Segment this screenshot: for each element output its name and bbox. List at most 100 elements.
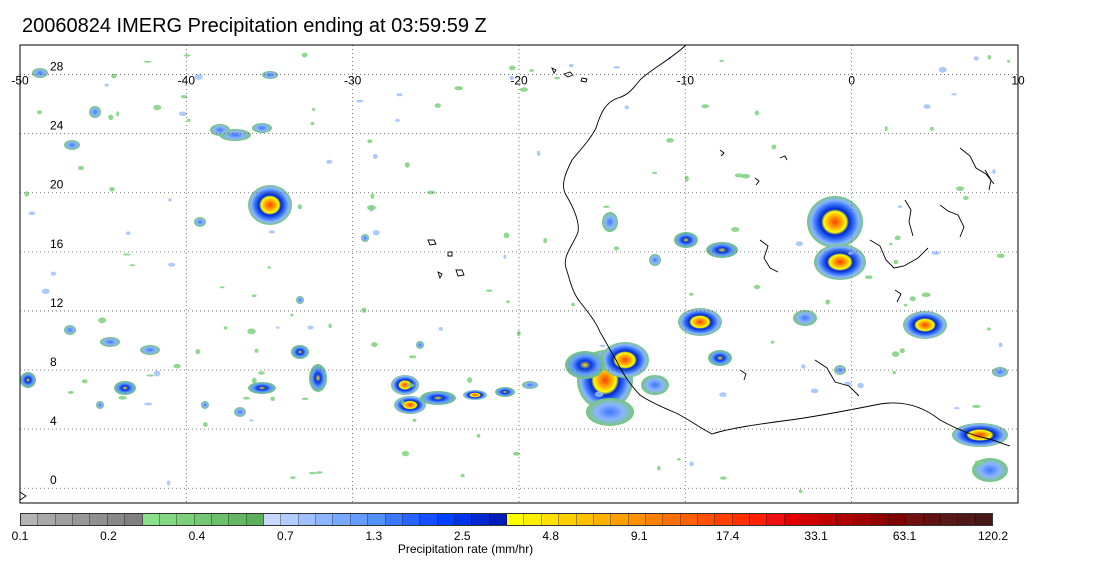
precip-speck <box>372 153 378 159</box>
precip-speck <box>247 328 256 335</box>
lat-tick-label: 0 <box>50 473 57 487</box>
precip-speck <box>529 69 535 72</box>
precip-cell <box>201 401 209 409</box>
colorbar-tick-label: 4.8 <box>542 529 560 543</box>
precip-cell <box>495 387 515 397</box>
precip-speck <box>186 118 191 122</box>
colorbar-swatch <box>159 514 178 525</box>
precip-speck <box>77 165 84 171</box>
colorbar-swatch <box>350 514 369 525</box>
colorbar-swatch <box>472 514 490 525</box>
precip-speck <box>153 104 162 111</box>
precip-speck <box>891 351 900 357</box>
precip-speck <box>153 370 161 377</box>
precip-speck <box>892 370 896 375</box>
precip-speck <box>972 404 981 408</box>
precip-speck <box>168 262 176 267</box>
precip-speck <box>754 110 760 116</box>
colorbar-swatch <box>680 514 699 525</box>
precip-speck <box>719 392 727 398</box>
precip-speck <box>731 227 740 232</box>
precip-speck <box>180 95 188 99</box>
precip-speck <box>194 74 203 80</box>
precip-speck <box>893 259 899 265</box>
colorbar-swatch <box>611 514 629 525</box>
precip-speck <box>146 374 155 377</box>
precip-cell <box>952 423 1008 447</box>
precip-speck <box>894 235 901 241</box>
colorbar-swatch <box>194 514 212 525</box>
precip-speck <box>108 114 114 121</box>
colorbar-tick-label: 9.1 <box>630 529 648 543</box>
precip-cell <box>416 341 424 349</box>
precip-speck <box>519 87 528 92</box>
page-title: 20060824 IMERG Precipitation ending at 0… <box>22 15 487 37</box>
precip-cell <box>420 391 456 405</box>
precip-speck <box>857 382 864 389</box>
precip-cell <box>463 390 487 400</box>
axis-ticks: -50 -40 -30 -20 -10 0 10 28 24 20 16 12 8 4 0 <box>11 60 1025 488</box>
precip-speck <box>371 342 378 348</box>
precip-speck <box>848 251 854 255</box>
precip-speck <box>720 476 727 480</box>
precip-cell <box>64 140 80 150</box>
precip-cell <box>814 244 866 280</box>
precip-cell <box>248 185 292 225</box>
precip-speck <box>677 458 681 461</box>
precip-speck <box>909 296 916 302</box>
lat-tick-label: 24 <box>50 119 64 133</box>
precip-speck <box>798 489 803 494</box>
precip-cell <box>100 337 120 347</box>
precip-speck <box>104 83 109 87</box>
coastline <box>19 44 1011 501</box>
precip-speck <box>903 303 908 307</box>
colorbar-swatch <box>107 514 126 525</box>
colorbar-swatch <box>316 514 334 525</box>
precip-speck <box>401 450 410 457</box>
colorbar-tick-label: 17.4 <box>715 529 740 543</box>
precip-speck <box>372 230 380 236</box>
precip-speck <box>290 476 296 479</box>
precip-speck <box>594 391 604 398</box>
precip-speck <box>571 302 575 307</box>
colorbar-swatch <box>906 514 924 525</box>
precip-speck <box>301 52 308 58</box>
lat-tick-label: 20 <box>50 178 64 192</box>
precip-speck <box>955 186 965 191</box>
precip-speck <box>109 187 115 192</box>
precip-speck <box>370 193 375 199</box>
lat-tick-label: 4 <box>50 414 57 428</box>
precip-speck <box>753 284 761 290</box>
precip-speck <box>219 286 225 289</box>
precip-cell <box>234 407 246 417</box>
precip-speck <box>624 105 630 110</box>
colorbar-swatch <box>368 514 386 525</box>
precip-speck <box>719 59 724 63</box>
precip-speck <box>310 122 315 126</box>
precip-speck <box>395 118 401 122</box>
colorbar-tick-label: 2.5 <box>453 529 471 543</box>
precip-speck <box>396 93 403 97</box>
precip-speck <box>297 204 302 210</box>
precip-cell <box>64 325 76 335</box>
precip-speck <box>251 377 257 384</box>
colorbar-swatch <box>802 514 820 525</box>
colorbar-swatch <box>90 514 108 525</box>
precip-speck <box>536 150 541 156</box>
africa-coastline <box>563 44 1011 447</box>
precip-speck <box>326 159 333 164</box>
precip-cell <box>296 296 304 304</box>
precip-speck <box>963 196 969 200</box>
precip-speck <box>689 461 694 467</box>
precip-speck <box>203 422 208 427</box>
colorbar-swatch <box>958 514 976 525</box>
precip-cell <box>793 310 817 326</box>
colorbar-swatch <box>246 514 265 525</box>
precip-speck <box>328 323 332 329</box>
precip-speck <box>613 66 621 69</box>
precip-speck <box>404 162 410 168</box>
lat-tick-label: 16 <box>50 237 64 251</box>
precip-speck <box>178 111 187 117</box>
colorbar-title: Precipitation rate (mm/hr) <box>397 542 534 556</box>
precip-speck <box>41 288 50 294</box>
